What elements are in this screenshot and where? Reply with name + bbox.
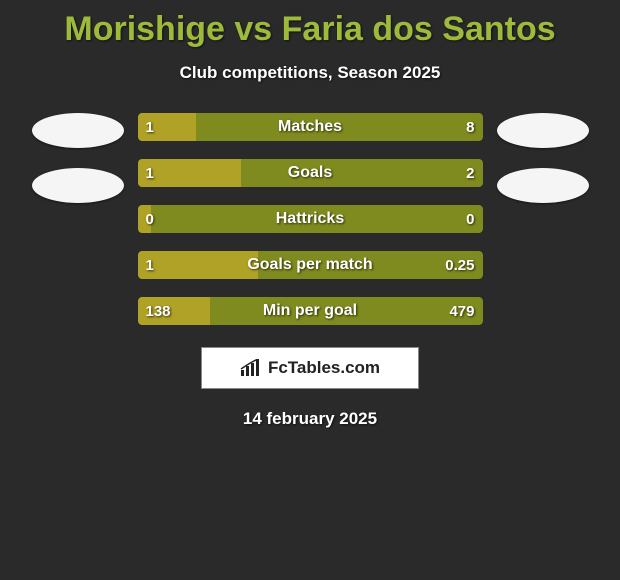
chart-icon xyxy=(240,359,262,377)
player-avatar-left xyxy=(32,113,124,148)
page-title: Morishige vs Faria dos Santos xyxy=(0,0,620,49)
player-avatar-right xyxy=(497,113,589,148)
stat-label: Hattricks xyxy=(138,205,483,233)
stat-label: Min per goal xyxy=(138,297,483,325)
stat-row: 10.25Goals per match xyxy=(138,251,483,279)
stat-row: 18Matches xyxy=(138,113,483,141)
stat-label: Goals per match xyxy=(138,251,483,279)
brand-text: FcTables.com xyxy=(268,358,380,378)
left-avatar-column xyxy=(18,113,138,223)
stat-label: Goals xyxy=(138,159,483,187)
stat-row: 00Hattricks xyxy=(138,205,483,233)
stat-row: 138479Min per goal xyxy=(138,297,483,325)
bar-stack: 18Matches 12Goals 00Hattricks 10.25Goals pe… xyxy=(138,113,483,325)
player-avatar-right xyxy=(497,168,589,203)
stat-label: Matches xyxy=(138,113,483,141)
right-avatar-column xyxy=(483,113,603,223)
page-subtitle: Club competitions, Season 2025 xyxy=(0,63,620,83)
brand-badge[interactable]: FcTables.com xyxy=(201,347,419,389)
stat-row: 12Goals xyxy=(138,159,483,187)
comparison-chart: 18Matches 12Goals 00Hattricks 10.25Goals pe… xyxy=(0,113,620,325)
date-line: 14 february 2025 xyxy=(0,409,620,429)
player-avatar-left xyxy=(32,168,124,203)
